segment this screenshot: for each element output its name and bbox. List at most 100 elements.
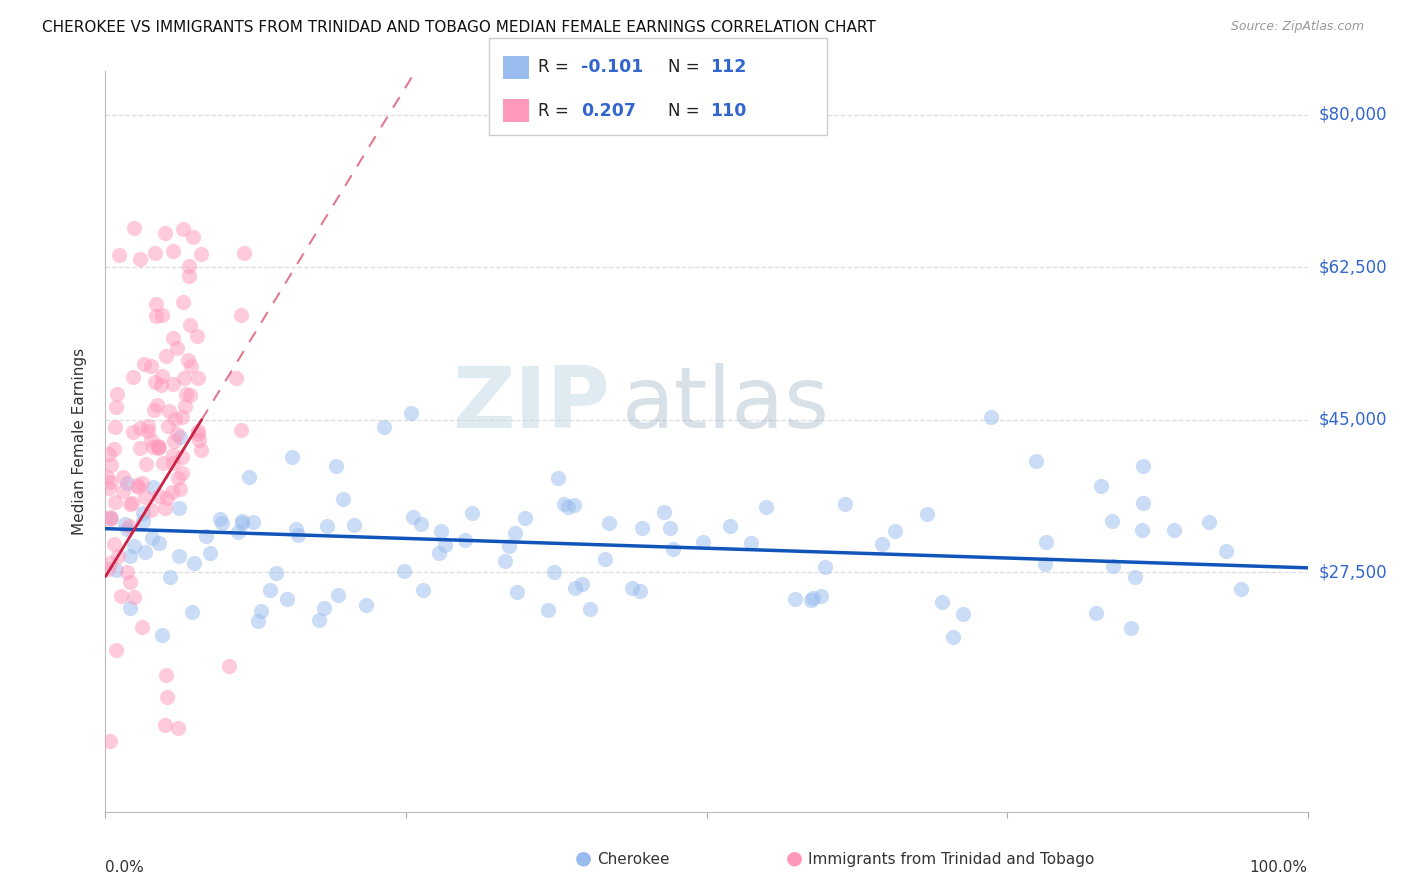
Point xyxy=(343,517,366,532)
Point xyxy=(177,260,200,274)
Point xyxy=(155,668,177,682)
Text: N =: N = xyxy=(668,102,704,120)
Point xyxy=(593,552,616,566)
Point xyxy=(104,494,127,508)
Point xyxy=(692,535,714,549)
Point xyxy=(169,482,191,496)
Point xyxy=(162,456,184,470)
Point xyxy=(122,539,145,553)
Point xyxy=(129,421,152,435)
Point xyxy=(98,512,121,526)
Point xyxy=(110,589,132,603)
Text: CHEROKEE VS IMMIGRANTS FROM TRINIDAD AND TOBAGO MEDIAN FEMALE EARNINGS CORRELATI: CHEROKEE VS IMMIGRANTS FROM TRINIDAD AND… xyxy=(42,20,876,35)
Point xyxy=(150,378,173,392)
Point xyxy=(231,514,253,528)
Point xyxy=(132,514,155,528)
Point xyxy=(145,376,167,390)
Point xyxy=(136,419,159,434)
Text: ●: ● xyxy=(786,848,803,867)
Text: 110: 110 xyxy=(710,102,747,120)
Point xyxy=(179,387,201,401)
Point xyxy=(553,497,575,511)
Point xyxy=(332,491,354,506)
Point xyxy=(233,245,256,260)
Point xyxy=(183,556,205,570)
Point xyxy=(153,226,176,240)
Point xyxy=(105,401,128,415)
Text: R =: R = xyxy=(538,58,575,76)
Point xyxy=(98,556,121,570)
Point xyxy=(96,470,118,484)
Point xyxy=(1198,515,1220,529)
Point xyxy=(430,524,453,538)
Point xyxy=(598,516,620,530)
Point xyxy=(104,419,127,434)
Point xyxy=(115,566,138,580)
Point xyxy=(136,425,159,439)
Point xyxy=(143,402,166,417)
Point xyxy=(97,562,120,576)
Point xyxy=(1132,458,1154,473)
Point xyxy=(122,425,145,439)
Point xyxy=(952,607,974,621)
Point xyxy=(122,591,145,605)
Point xyxy=(134,490,156,504)
Point xyxy=(117,522,139,536)
Point xyxy=(146,442,169,456)
Point xyxy=(187,371,209,385)
Point xyxy=(103,537,125,551)
Point xyxy=(1230,582,1253,597)
Text: $80,000: $80,000 xyxy=(1319,106,1388,124)
Point xyxy=(173,371,195,385)
Point xyxy=(785,592,807,607)
Point xyxy=(131,619,153,633)
Point xyxy=(166,342,188,356)
Point xyxy=(718,519,741,533)
Point xyxy=(98,447,121,461)
Point xyxy=(1033,557,1056,571)
Point xyxy=(167,471,190,485)
Point xyxy=(1085,606,1108,620)
Point xyxy=(145,309,167,323)
Point xyxy=(167,721,190,735)
Point xyxy=(167,549,190,563)
Point xyxy=(172,294,194,309)
Point xyxy=(155,350,177,364)
Point xyxy=(427,546,450,560)
Point xyxy=(354,598,377,612)
Point xyxy=(100,510,122,524)
Point xyxy=(187,427,209,442)
Point xyxy=(103,442,125,456)
Point xyxy=(172,450,194,464)
Point xyxy=(1215,544,1237,558)
Point xyxy=(157,418,180,433)
Point xyxy=(150,368,173,383)
Point xyxy=(325,459,347,474)
Point xyxy=(169,429,191,443)
Point xyxy=(571,577,593,591)
Point xyxy=(402,510,425,524)
Point xyxy=(1035,535,1057,549)
Point xyxy=(145,297,167,311)
Point xyxy=(142,479,165,493)
Point xyxy=(281,450,304,465)
Text: -0.101: -0.101 xyxy=(581,58,643,76)
Point xyxy=(1163,523,1185,537)
Point xyxy=(172,221,194,235)
Point xyxy=(740,535,762,549)
Point xyxy=(810,590,832,604)
Point xyxy=(146,439,169,453)
Point xyxy=(931,595,953,609)
Point xyxy=(285,522,308,536)
Point xyxy=(834,497,856,511)
Point xyxy=(105,386,128,401)
Point xyxy=(658,521,681,535)
Point xyxy=(461,506,484,520)
Point xyxy=(150,308,173,322)
Text: Immigrants from Trinidad and Tobago: Immigrants from Trinidad and Tobago xyxy=(808,852,1095,867)
Point xyxy=(316,519,339,533)
Point xyxy=(883,524,905,538)
Point xyxy=(942,630,965,644)
Point xyxy=(156,491,179,505)
Point xyxy=(173,399,195,413)
